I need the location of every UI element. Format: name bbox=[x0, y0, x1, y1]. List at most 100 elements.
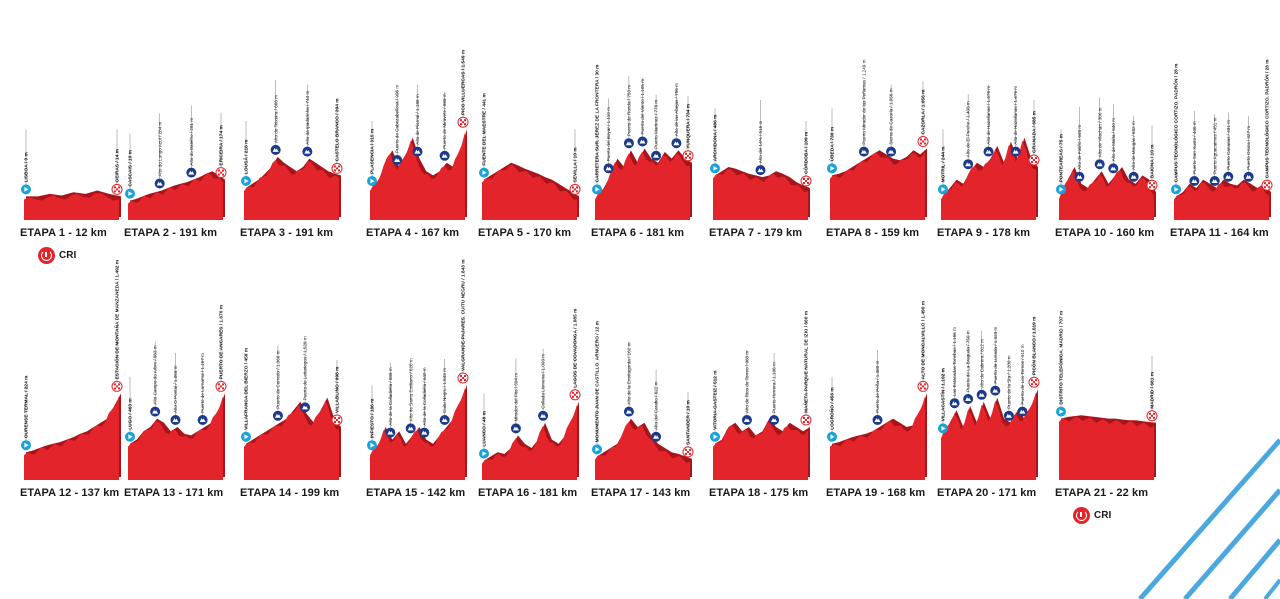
start-play-icon bbox=[713, 434, 718, 440]
checker-square bbox=[1153, 416, 1155, 419]
checker-square bbox=[572, 186, 574, 189]
start-town-label: ARCHIDONA / 486 m bbox=[713, 115, 719, 162]
climb-label: Alto de las Abejas / 756 m bbox=[674, 83, 679, 136]
checker-square bbox=[334, 417, 336, 419]
profile-area bbox=[482, 165, 577, 220]
checker-square bbox=[576, 190, 578, 193]
start-town-label: VILLAFRANCA DEL BIERZO / 459 m bbox=[244, 348, 250, 430]
mountain-icon bbox=[639, 139, 646, 144]
start-town-label: LOGROÑO / 456 m bbox=[829, 387, 836, 429]
mountain-icon bbox=[888, 149, 895, 154]
mountain-icon bbox=[1012, 149, 1019, 154]
checker-square bbox=[920, 142, 922, 145]
climb-label: Puerto del Viento / 1.105 m bbox=[640, 79, 645, 135]
finish-town-label: ALTO DE MONCALVILLO / 1.490 m bbox=[921, 301, 927, 379]
start-play-icon bbox=[482, 170, 487, 175]
climb-label: Mirador del Fito / 594 m bbox=[514, 373, 519, 422]
climb-label: Alto de Santo Emiliano / 626 m bbox=[408, 358, 413, 421]
stage-title: ETAPA 6 - 181 km bbox=[591, 227, 685, 239]
climb-label: Alto da Ipadarinha / 744 m bbox=[305, 91, 310, 145]
checker-square bbox=[1035, 383, 1037, 386]
start-town-label: MOTRIL / 244 m bbox=[941, 146, 947, 182]
climb-label: Alto del Carabo / 622 m bbox=[654, 381, 659, 429]
stage-profile-5: FUENTE DEL MAESTRE / 441 m SEVILLA / 10 m bbox=[479, 93, 581, 220]
checker-square bbox=[803, 178, 805, 180]
stage-title: ETAPA 4 - 167 km bbox=[366, 227, 460, 239]
checker-square bbox=[1151, 414, 1153, 417]
climb-label: Alto de Piornal / 1.188 m bbox=[415, 94, 420, 144]
stage-card-2: CASCAIS / 10 m Alto do Longo Azul / 284 m… bbox=[124, 40, 242, 270]
climb-label: Alto de Ríos de Torreo / 968 m bbox=[745, 351, 750, 413]
mountain-icon bbox=[1191, 179, 1198, 183]
checker-square bbox=[1033, 381, 1035, 384]
checker-square bbox=[922, 140, 924, 143]
climb-label: Alto de la Colladiella / 888 m bbox=[388, 367, 393, 425]
checker-square bbox=[1264, 182, 1266, 185]
checker-square bbox=[338, 417, 340, 419]
start-town-label: DISTRITO TELEFÓNICA. MADRID / 707 m bbox=[1057, 311, 1065, 405]
stage-title: ETAPA 8 - 159 km bbox=[826, 227, 920, 239]
checker-square bbox=[222, 383, 224, 386]
climb-label: Alto del 14% / 516 m bbox=[758, 121, 763, 164]
checker-square bbox=[685, 156, 687, 159]
checker-square bbox=[687, 450, 689, 453]
start-play-icon bbox=[24, 442, 29, 448]
climb-label: Puerto de La Braguda / 750 m bbox=[966, 330, 971, 392]
mountain-icon bbox=[512, 426, 519, 431]
stage-title: ETAPA 5 - 170 km bbox=[478, 227, 572, 239]
start-town-label: LUANCO / 48 m bbox=[482, 411, 488, 446]
stage-title: ETAPA 15 - 142 km bbox=[366, 487, 466, 499]
checker-square bbox=[338, 165, 340, 168]
profile-area bbox=[1059, 416, 1154, 480]
climb-label: Alto de Cabrera / 812 m bbox=[979, 339, 984, 388]
checker-square bbox=[685, 452, 687, 455]
start-play-icon bbox=[941, 426, 946, 431]
climb-label: Puerto Herrera / 1.106 m bbox=[772, 362, 777, 413]
stage-card-17: MONUMENTO JUAN DE CASTILLO. ARNUERO / 12… bbox=[591, 300, 709, 530]
stage-profile-4: PLASENCIA / 315 m Puerto de Cabezabellosa… bbox=[367, 50, 469, 220]
stage-profile-9: MOTRIL / 244 m Alto de El Purche / 1.408 … bbox=[938, 84, 1040, 220]
start-town-label: FUENTE DEL MAESTRE / 441 m bbox=[482, 93, 488, 165]
mountain-icon bbox=[302, 405, 309, 410]
mountain-icon bbox=[1096, 162, 1103, 167]
checker-square bbox=[1268, 182, 1270, 185]
checker-square bbox=[685, 448, 687, 451]
mountain-icon bbox=[414, 149, 421, 154]
mountain-icon bbox=[743, 418, 750, 422]
checker-square bbox=[1153, 182, 1155, 185]
stage-card-12: OURENSE TERMAL / 224 m ESTACIÓN DE MONTAÑ… bbox=[20, 260, 138, 530]
checker-square bbox=[460, 375, 462, 377]
start-town-label: LUGO / 463 m bbox=[128, 398, 134, 429]
checker-square bbox=[220, 385, 222, 388]
climb-label: Puerto de Lornarna / 1.167 m bbox=[200, 353, 205, 413]
stopwatch-icon bbox=[38, 247, 55, 264]
stage-title: ETAPA 2 - 191 km bbox=[124, 227, 218, 239]
checker-square bbox=[464, 123, 466, 126]
checker-square bbox=[1031, 379, 1033, 382]
stage-title: ETAPA 11 - 164 km bbox=[1170, 227, 1269, 239]
checker-square bbox=[1031, 161, 1033, 163]
checker-square bbox=[114, 186, 116, 189]
checker-square bbox=[114, 383, 116, 386]
climb-label: Puerto San Xusto / 446 m bbox=[1192, 121, 1197, 174]
checker-square bbox=[1153, 186, 1155, 189]
climb-label: Alto do Batelho / 281 m bbox=[189, 118, 194, 166]
climb-label: Puerto de Cerredo / 1.366 m bbox=[276, 350, 281, 408]
checker-square bbox=[685, 152, 687, 155]
stage-profile-6: CARRETERA SUR. JEREZ DE LA FRONTERA / 30… bbox=[592, 65, 694, 220]
checker-square bbox=[689, 152, 691, 155]
stage-card-19: LOGROÑO / 456 m Puerto de Peña / 1.380 m A… bbox=[826, 300, 944, 530]
mountain-icon bbox=[540, 413, 547, 418]
start-town-label: CASCAIS / 10 m bbox=[128, 150, 134, 187]
profile-area bbox=[830, 396, 925, 480]
stage-card-14: VILLAFRANCA DEL BIERZO / 459 m Puerto de … bbox=[240, 300, 358, 530]
checker-square bbox=[1149, 186, 1151, 189]
checker-square bbox=[687, 154, 689, 157]
mountain-icon bbox=[1245, 174, 1252, 179]
climb-label: Collada Llomena / 1.003 m bbox=[541, 354, 546, 409]
stage-profile-11: CAMPUS TECNOLÓGICO CORTIZO. PADRÓN / 28 … bbox=[1171, 59, 1273, 220]
stage-profile-20: VILLACASTÍN / 1.102 m Las Estacadas Toneb… bbox=[938, 317, 1040, 480]
stage-card-8: ÚBEDA / 730 m Puerto Mirador de las Peñam… bbox=[826, 40, 944, 270]
profile-area bbox=[1174, 182, 1269, 220]
